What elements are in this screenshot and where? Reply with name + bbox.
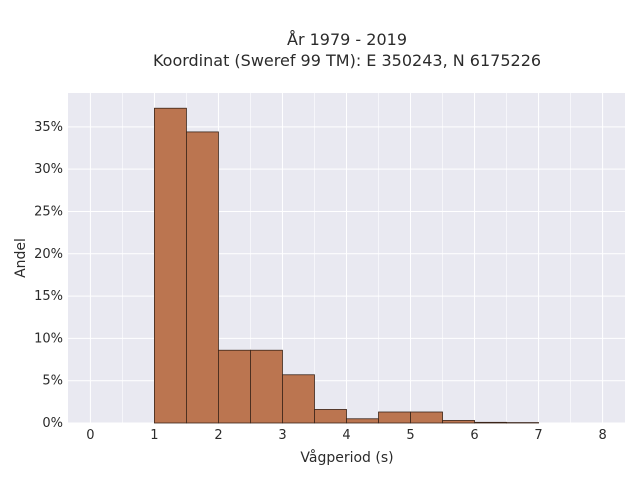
histogram-bar (346, 418, 379, 424)
x-tick-label: 2 (214, 428, 222, 443)
x-tick-label: 8 (598, 428, 606, 443)
histogram-bar (282, 374, 315, 424)
chart-title-line-2: Koordinat (Sweref 99 TM): E 350243, N 61… (153, 51, 541, 70)
y-axis-ticks: 0% 5% 10% 15% 20% 25% 30% 35% (34, 120, 63, 431)
y-tick-label: 20% (34, 247, 63, 262)
histogram-bar (186, 131, 219, 424)
histogram-bar (442, 420, 475, 424)
x-tick-label: 0 (86, 428, 94, 443)
x-tick-label: 3 (278, 428, 286, 443)
y-tick-label: 25% (34, 204, 63, 219)
y-tick-label: 35% (34, 120, 63, 135)
y-tick-label: 0% (42, 416, 63, 431)
x-tick-label: 5 (406, 428, 414, 443)
x-axis-ticks: 0 1 2 3 4 5 6 7 8 (86, 428, 606, 443)
x-tick-label: 7 (534, 428, 542, 443)
y-tick-label: 5% (42, 374, 63, 389)
x-tick-label: 6 (470, 428, 478, 443)
y-tick-label: 15% (34, 289, 63, 304)
y-axis-label: Andel (13, 238, 29, 278)
histogram-bar (154, 107, 187, 424)
x-tick-label: 4 (342, 428, 350, 443)
histogram-bars (154, 107, 539, 424)
y-tick-label: 30% (34, 162, 63, 177)
histogram-bar (250, 349, 283, 424)
x-tick-label: 1 (150, 428, 158, 443)
histogram-bar (410, 411, 443, 424)
x-axis-label: Vågperiod (s) (300, 449, 393, 466)
histogram-bar (378, 411, 411, 424)
chart-title: År 1979 - 2019 Koordinat (Sweref 99 TM):… (153, 30, 541, 70)
histogram-bar (314, 409, 347, 424)
chart-title-line-1: År 1979 - 2019 (287, 30, 407, 49)
y-tick-label: 10% (34, 331, 63, 346)
histogram-bar (474, 421, 507, 424)
histogram-bar (218, 349, 251, 424)
